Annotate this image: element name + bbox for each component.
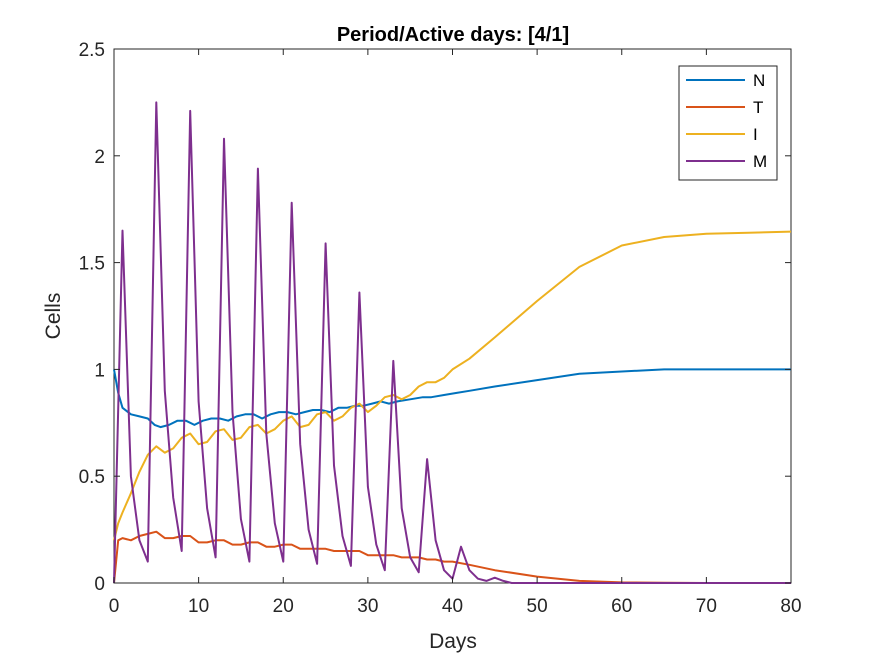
series-line-N xyxy=(113,368,791,429)
legend-label-I: I xyxy=(753,125,758,144)
x-tick-label: 30 xyxy=(357,596,378,617)
x-tick-label: 10 xyxy=(188,596,209,617)
x-tick-label: 60 xyxy=(611,596,632,617)
legend-label-T: T xyxy=(753,98,763,117)
x-tick-label: 80 xyxy=(780,596,801,617)
y-tick-label: 2.5 xyxy=(79,40,105,61)
plot-area: 0 10 20 30 40 50 60 70 80 0 0.5 1 1.5 2 2.5 xyxy=(79,40,802,617)
tick-layer: 0 10 20 30 40 50 60 70 80 0 0.5 1 1.5 2 2.5 xyxy=(79,40,802,617)
x-tick-label: 20 xyxy=(273,596,294,617)
y-tick-label: 0.5 xyxy=(79,467,105,488)
y-tick-label: 1.5 xyxy=(79,254,105,275)
y-axis-label: Cells xyxy=(42,293,65,340)
series-line-I xyxy=(113,230,792,541)
x-tick-label: 50 xyxy=(527,596,548,617)
x-tick-label: 40 xyxy=(442,596,463,617)
x-tick-label: 70 xyxy=(696,596,717,617)
x-tick-label: 0 xyxy=(109,596,120,617)
y-tick-label: 0 xyxy=(94,574,105,595)
legend-label-N: N xyxy=(753,71,765,90)
axes-box xyxy=(113,48,792,584)
legend-label-M: M xyxy=(753,152,767,171)
chart-title: Period/Active days: [4/1] xyxy=(337,24,569,46)
x-axis-label: Days xyxy=(429,630,477,653)
y-tick-label: 1 xyxy=(94,360,105,381)
series-layer xyxy=(113,101,792,584)
series-line-M xyxy=(113,101,791,584)
y-tick-label: 2 xyxy=(94,147,105,168)
